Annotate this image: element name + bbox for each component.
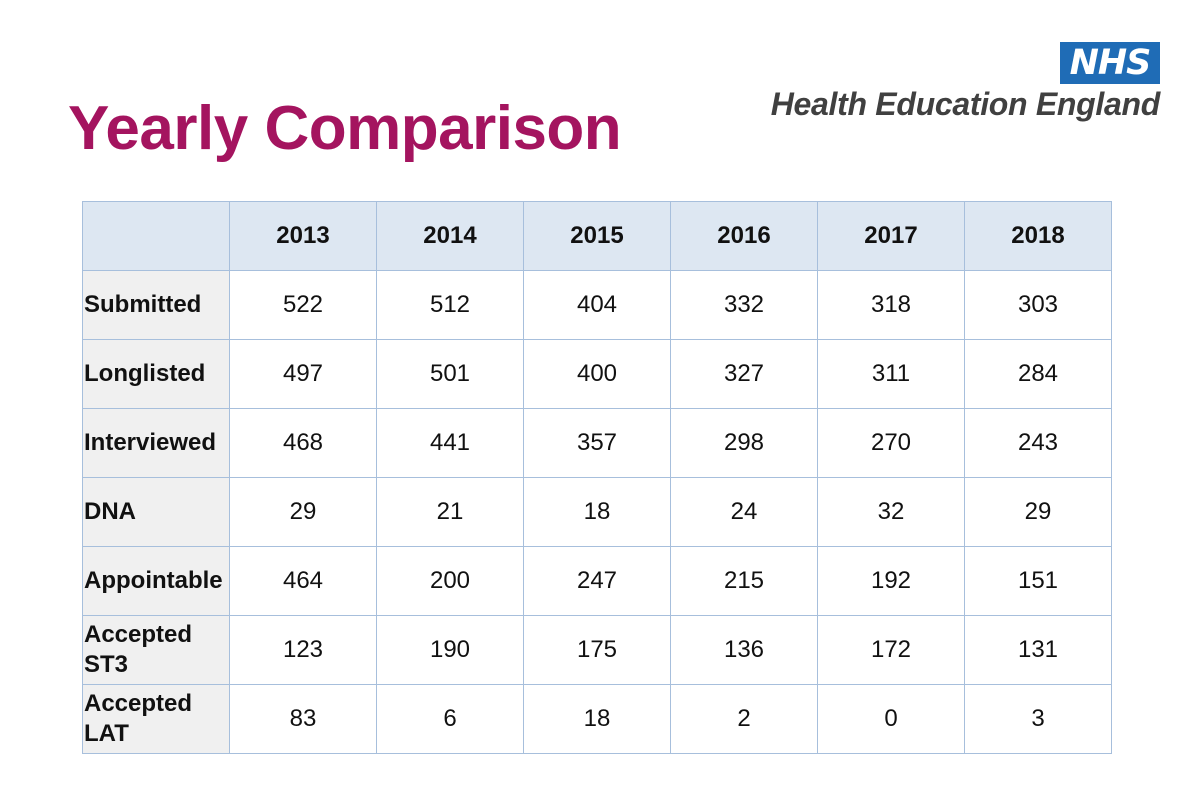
table-cell: 18 — [523, 684, 671, 754]
table-cell: 123 — [229, 615, 377, 685]
table-cell: 311 — [817, 339, 965, 409]
page-title: Yearly Comparison — [68, 94, 622, 163]
yearly-comparison-table: 2013 2014 2015 2016 2017 2018 Submitted … — [82, 201, 1112, 754]
table-cell: 29 — [964, 477, 1112, 547]
table-cell: 190 — [376, 615, 524, 685]
header-cell-year: 2018 — [964, 201, 1112, 271]
table-cell: 303 — [964, 270, 1112, 340]
table-row: Submitted 522 512 404 332 318 303 — [82, 270, 1112, 340]
table-cell: 497 — [229, 339, 377, 409]
table-cell: 215 — [670, 546, 818, 616]
header-cell-empty — [82, 201, 230, 271]
table-cell: 0 — [817, 684, 965, 754]
table-cell: 32 — [817, 477, 965, 547]
row-label: Longlisted — [82, 339, 230, 409]
header-cell-year: 2014 — [376, 201, 524, 271]
table-cell: 83 — [229, 684, 377, 754]
row-label: Accepted ST3 — [82, 615, 230, 685]
table-cell: 2 — [670, 684, 818, 754]
table-row: Appointable 464 200 247 215 192 151 — [82, 546, 1112, 616]
table-row: Longlisted 497 501 400 327 311 284 — [82, 339, 1112, 409]
table-cell: 243 — [964, 408, 1112, 478]
table-cell: 400 — [523, 339, 671, 409]
header-cell-year: 2016 — [670, 201, 818, 271]
table-row: DNA 29 21 18 24 32 29 — [82, 477, 1112, 547]
row-label: Appointable — [82, 546, 230, 616]
table-cell: 468 — [229, 408, 377, 478]
table-header-row: 2013 2014 2015 2016 2017 2018 — [82, 201, 1112, 271]
table-cell: 21 — [376, 477, 524, 547]
table-cell: 522 — [229, 270, 377, 340]
table-cell: 501 — [376, 339, 524, 409]
table-cell: 247 — [523, 546, 671, 616]
table-cell: 270 — [817, 408, 965, 478]
table-cell: 3 — [964, 684, 1112, 754]
nhs-hee-logo: NHS Health Education England — [740, 42, 1160, 132]
table-cell: 357 — [523, 408, 671, 478]
table-cell: 131 — [964, 615, 1112, 685]
organization-name: Health Education England — [770, 86, 1161, 122]
table-cell: 29 — [229, 477, 377, 547]
table-cell: 512 — [376, 270, 524, 340]
table-cell: 18 — [523, 477, 671, 547]
table-cell: 284 — [964, 339, 1112, 409]
header-cell-year: 2015 — [523, 201, 671, 271]
table-cell: 298 — [670, 408, 818, 478]
table-cell: 172 — [817, 615, 965, 685]
table-cell: 175 — [523, 615, 671, 685]
table-cell: 200 — [376, 546, 524, 616]
table-cell: 327 — [670, 339, 818, 409]
row-label: Submitted — [82, 270, 230, 340]
table-row: Accepted ST3 123 190 175 136 172 131 — [82, 615, 1112, 685]
table-cell: 24 — [670, 477, 818, 547]
table-cell: 464 — [229, 546, 377, 616]
table-cell: 6 — [376, 684, 524, 754]
table-row: Accepted LAT 83 6 18 2 0 3 — [82, 684, 1112, 754]
row-label: Accepted LAT — [82, 684, 230, 754]
table-cell: 318 — [817, 270, 965, 340]
table-cell: 192 — [817, 546, 965, 616]
header-cell-year: 2013 — [229, 201, 377, 271]
row-label: Interviewed — [82, 408, 230, 478]
nhs-logo-mark: NHS — [1060, 42, 1160, 84]
table-cell: 136 — [670, 615, 818, 685]
row-label: DNA — [82, 477, 230, 547]
table-cell: 332 — [670, 270, 818, 340]
table-cell: 404 — [523, 270, 671, 340]
header-cell-year: 2017 — [817, 201, 965, 271]
table-cell: 151 — [964, 546, 1112, 616]
table-row: Interviewed 468 441 357 298 270 243 — [82, 408, 1112, 478]
table-cell: 441 — [376, 408, 524, 478]
